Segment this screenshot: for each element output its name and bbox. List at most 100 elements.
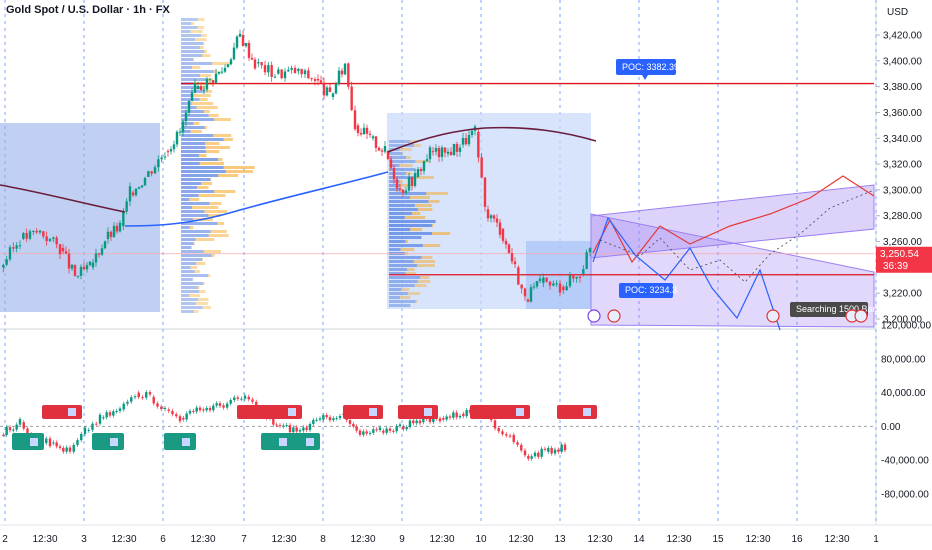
candle [565, 286, 568, 291]
candle [545, 277, 548, 282]
indicator-candle [352, 423, 355, 427]
volume-profile-mid-bar [401, 288, 410, 291]
indicator-candle [198, 407, 202, 411]
time-axis-label: 1 [873, 534, 879, 545]
candle [163, 156, 167, 158]
candle [253, 59, 257, 69]
volume-profile-mid-bar [389, 276, 421, 279]
candle [526, 299, 530, 302]
volume-profile-left-bar [191, 102, 214, 105]
volume-profile-left-bar [181, 238, 196, 241]
volume-profile-left-bar [181, 18, 198, 21]
indicator-candle [445, 416, 448, 420]
volume-profile-left-bar [190, 30, 203, 33]
volume-profile-left-bar [181, 214, 209, 217]
candle [238, 33, 242, 37]
volume-profile-mid-bar [389, 152, 403, 155]
time-axis-label: 12:30 [350, 534, 375, 545]
candle-countdown: 36:39 [883, 261, 908, 272]
volume-profile-left-bar [197, 286, 200, 289]
volume-profile-left-bar [181, 46, 201, 49]
candle [196, 86, 200, 90]
indicator-candle [322, 415, 325, 420]
volume-profile-left-bar [210, 178, 212, 181]
volume-profile-left-bar [181, 102, 192, 105]
indicator-candle [493, 420, 497, 429]
volume-profile-mid-bar [389, 144, 414, 147]
price-axis-label: 3,220.00 [883, 289, 922, 300]
candle [82, 266, 86, 270]
candle [486, 209, 490, 219]
price-axis-label: 3,360.00 [883, 108, 922, 119]
indicator-candle [298, 430, 302, 432]
volume-profile-mid-bar [389, 160, 416, 163]
volume-profile-mid-bar [405, 240, 409, 243]
volume-profile-left-bar [181, 242, 194, 245]
indicator-candle [18, 419, 22, 425]
candle [489, 215, 493, 219]
volume-profile-mid-bar [402, 152, 404, 155]
candle [558, 283, 562, 293]
volume-profile-left-bar [223, 166, 255, 169]
indicator-candle [52, 442, 55, 444]
time-axis-label: 8 [320, 534, 326, 545]
indicator-candle [98, 414, 102, 424]
volume-profile-mid-bar [410, 196, 430, 199]
candle [507, 244, 511, 254]
volume-profile-mid-bar [414, 204, 432, 207]
candle [578, 276, 582, 279]
candle [371, 136, 375, 139]
candle [190, 92, 194, 101]
candle [267, 65, 270, 73]
candle [235, 36, 239, 48]
moving-average-old [0, 184, 126, 213]
volume-profile-left-bar [181, 206, 193, 209]
volume-profile-mid-bar [422, 244, 441, 247]
indicator-axis-label: 120,000.00 [881, 321, 931, 332]
volume-profile-left-bar [197, 18, 205, 21]
indicator-candle [550, 447, 553, 454]
candle [118, 222, 122, 232]
candle [217, 71, 221, 74]
volume-profile-left-bar [193, 58, 195, 61]
volume-profile-left-bar [193, 94, 211, 97]
candle [495, 218, 499, 223]
volume-profile-left-bar [181, 226, 190, 229]
volume-profile-mid-bar [389, 140, 411, 143]
candle [208, 78, 212, 80]
chart-title: Gold Spot / U.S. Dollar · 1h · FX [6, 4, 170, 16]
indicator-candle [458, 415, 462, 418]
volume-profile-mid-bar [389, 256, 422, 259]
indicator-candle [560, 444, 563, 452]
candle [181, 121, 185, 132]
candle [504, 240, 508, 245]
indicator-candle [115, 410, 118, 412]
candle [28, 231, 32, 239]
candle [48, 238, 52, 242]
sell-signal-icon [583, 408, 591, 416]
volume-profile-left-bar [181, 110, 205, 113]
volume-profile-left-bar [203, 42, 205, 45]
volume-profile-left-bar [201, 182, 212, 185]
candle [464, 138, 468, 145]
volume-profile-left-bar [195, 302, 209, 305]
volume-profile-mid-bar [389, 268, 408, 271]
volume-profile-left-bar [189, 294, 201, 297]
volume-profile-mid-bar [389, 248, 401, 251]
volume-profile-left-bar [214, 118, 231, 121]
volume-profile-left-bar [181, 266, 191, 269]
candle [38, 230, 42, 233]
indicator-candle [335, 418, 338, 420]
candle [446, 151, 450, 154]
indicator-candle [332, 418, 335, 421]
indicator-axis-label: 40,000.00 [881, 388, 926, 399]
indicator-candle [375, 429, 378, 431]
indicator-candle [418, 420, 422, 424]
indicator-candle [141, 397, 144, 399]
candle [498, 222, 502, 235]
indicator-candle [362, 431, 365, 435]
indicator-candle [215, 403, 218, 406]
event-icon [854, 309, 868, 323]
price-axis-label: 3,420.00 [883, 31, 922, 42]
